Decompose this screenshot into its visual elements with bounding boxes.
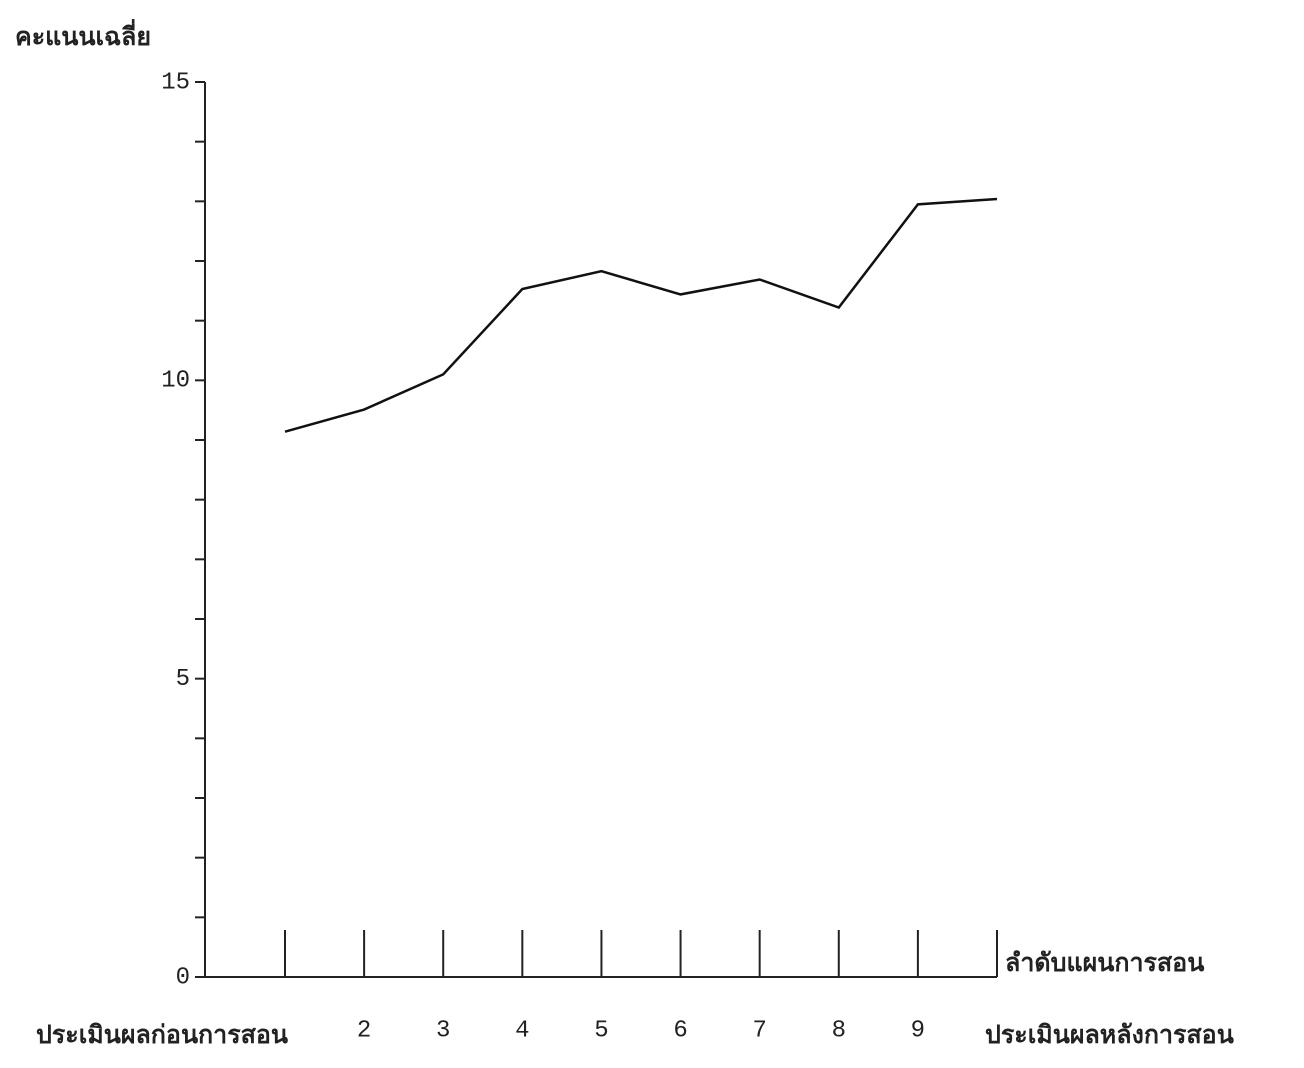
x-tick-label: 4 — [515, 1017, 529, 1044]
data-line — [284, 197, 998, 433]
x-tick-label: 7 — [752, 1017, 766, 1044]
x-tick-label: 2 — [357, 1017, 371, 1044]
x-tick-label: 9 — [911, 1017, 925, 1044]
y-tick-label: 15 — [161, 69, 190, 96]
y-tick-label: 0 — [176, 964, 190, 991]
y-axis-label: คะแนนเฉลี่ย — [15, 19, 151, 51]
y-tick-label: 10 — [161, 368, 190, 395]
x-tick-label: 8 — [832, 1017, 846, 1044]
x-tick-label: 5 — [594, 1017, 608, 1044]
x-tick-label: 6 — [673, 1017, 687, 1044]
x-tick-label: ประเมินผลหลังการสอน — [985, 1020, 1234, 1049]
x-axis-label: ลำดับแผนการสอน — [1005, 948, 1204, 977]
x-tick-label: 3 — [436, 1017, 450, 1044]
y-tick-label: 5 — [176, 666, 190, 693]
x-tick-label: ประเมินผลก่อนการสอน — [36, 1020, 288, 1049]
